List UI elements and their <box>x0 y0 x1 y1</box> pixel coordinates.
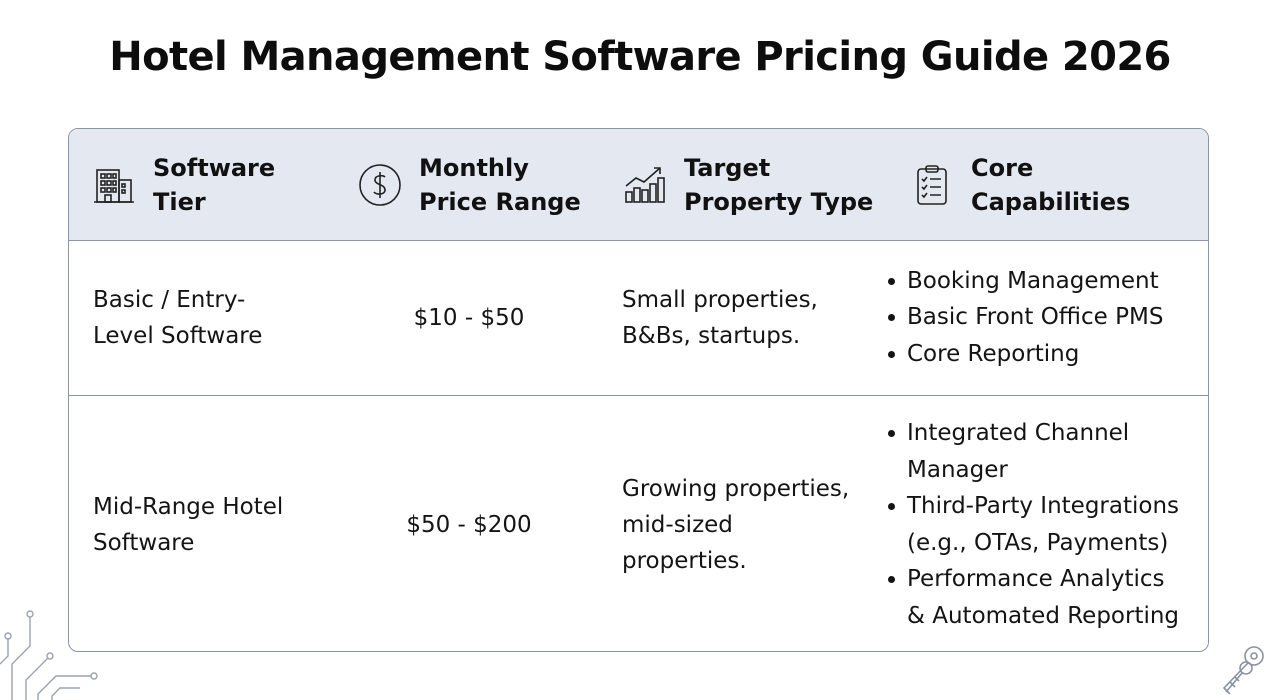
header-monthly-price: Monthly Price Range <box>357 129 581 240</box>
tier-text: Mid-Range Hotel Software <box>93 493 284 556</box>
cell-price-range: $10 - $50 <box>359 240 579 395</box>
header-label-software-tier: Software Tier <box>153 153 276 216</box>
circuit-decoration-icon <box>0 610 98 700</box>
cell-software-tier: Mid-Range Hotel Software <box>93 396 353 651</box>
table-header-row: Software Tier Monthly Price Range Target… <box>69 129 1208 241</box>
capability-item: Basic Front Office PMS <box>885 299 1163 336</box>
cell-capabilities: Booking Management Basic Front Office PM… <box>885 240 1207 395</box>
property-type-text: Growing properties, mid-sized properties… <box>622 475 850 574</box>
header-label-target-property: Target Property Type <box>684 153 874 216</box>
cell-property-type: Growing properties, mid-sized properties… <box>622 396 882 651</box>
capability-item: Integrated Channel Manager <box>885 415 1179 488</box>
capabilities-list: Integrated Channel Manager Third-Party I… <box>885 415 1179 634</box>
growth-chart-icon <box>625 166 665 203</box>
capability-item: Booking Management <box>885 263 1163 300</box>
capabilities-list: Booking Management Basic Front Office PM… <box>885 263 1163 373</box>
cell-software-tier: Basic / Entry- Level Software <box>93 240 353 395</box>
table-row: Basic / Entry- Level Software $10 - $50 … <box>69 240 1208 396</box>
dollar-coin-icon <box>359 163 401 206</box>
table-row: Mid-Range Hotel Software $50 - $200 Grow… <box>69 396 1208 651</box>
price-text: $50 - $200 <box>406 511 532 538</box>
tier-text: Basic / Entry- Level Software <box>93 286 263 349</box>
capability-item: Third-Party Integrations (e.g., OTAs, Pa… <box>885 488 1179 561</box>
header-label-core-capabilities: Core Capabilities <box>971 153 1131 216</box>
cell-property-type: Small properties, B&Bs, startups. <box>622 240 882 395</box>
pricing-table: Software Tier Monthly Price Range Target… <box>68 128 1209 652</box>
capability-item: Core Reporting <box>885 336 1163 373</box>
header-software-tier: Software Tier <box>91 129 275 240</box>
header-core-capabilities: Core Capabilities <box>909 129 1130 240</box>
price-text: $10 - $50 <box>413 304 525 331</box>
building-icon <box>94 168 134 203</box>
cell-price-range: $50 - $200 <box>359 396 579 651</box>
header-target-property: Target Property Type <box>622 129 873 240</box>
page-title: Hotel Management Software Pricing Guide … <box>109 34 1171 80</box>
property-type-text: Small properties, B&Bs, startups. <box>622 286 818 349</box>
checklist-icon <box>917 164 947 205</box>
header-label-monthly-price: Monthly Price Range <box>419 153 581 216</box>
cell-capabilities: Integrated Channel Manager Third-Party I… <box>885 396 1207 651</box>
capability-item: Performance Analytics & Automated Report… <box>885 561 1179 634</box>
key-decoration-icon <box>1222 646 1264 695</box>
